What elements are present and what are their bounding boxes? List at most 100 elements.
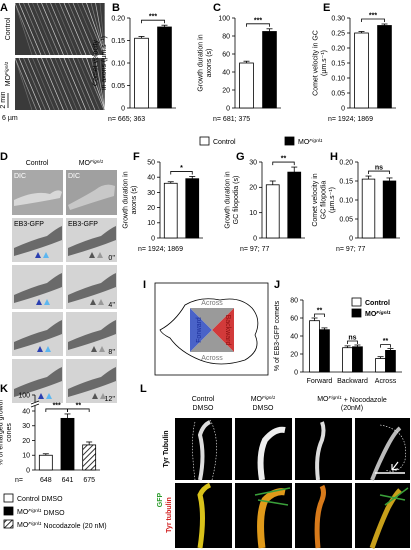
streak [32,57,55,111]
name: DMSO [193,405,215,412]
axon [314,484,326,549]
time-label: 12'' [105,396,115,403]
legend-swatch [3,506,14,516]
arrowhead [44,299,50,305]
name: DMSO [253,405,275,412]
streak [45,2,69,56]
streak [54,57,78,111]
n-value: 641 [62,477,74,484]
streak [23,2,46,56]
bar [354,32,369,109]
y-tick-label: 60 [290,315,298,322]
panel-label: G [236,151,245,163]
legend-label: Control DMSO [17,496,63,503]
significance-bracket [368,170,390,175]
name-sup: Fignl1 [4,61,10,75]
x-tick-label: Forward [307,378,333,385]
arrowhead [38,393,44,399]
significance-label: * [180,165,183,172]
bar [319,329,330,373]
streak [18,2,42,56]
row-label: Tyr tubulin [166,497,173,533]
image-label: EB3-GFP [14,221,44,228]
axon [197,482,212,549]
n-label: n= 1924; 1869 [328,116,373,123]
y-tick-label: 0 [26,467,30,474]
y-tick-label: 0.15 [331,60,345,67]
name-sup: Fignl1 [28,521,42,527]
name-rest: + Nocodazole [342,397,387,404]
streak [95,57,106,111]
bar [38,454,53,471]
streak [41,57,64,111]
y-tick-label: 0.10 [339,197,353,204]
image-label: DIC [68,173,80,180]
bar [82,444,97,471]
arrowhead [89,252,95,258]
legend-swatch [351,308,362,318]
n-value: 648 [40,477,52,484]
image-label: DIC [14,173,26,180]
name-sup: Fignl1 [90,159,104,165]
y-tick-label: 0.05 [339,216,353,223]
axon [197,420,211,481]
streak [50,57,73,111]
bar [163,182,178,239]
y-axis-label: Growth duration in [198,34,205,91]
name: MO [317,396,329,403]
n-label: n= [15,477,23,484]
across-zone [190,308,234,330]
cell-shape [14,320,62,350]
streak [68,57,91,111]
streak [104,57,106,111]
n-label: n= 681; 375 [213,116,250,123]
time-label: 8'' [108,349,115,356]
y-tick-label: 0 [226,105,230,112]
y-tick-label: 40 [290,333,298,340]
panel-label: F [133,151,140,163]
column-header: MOFignl1 [79,159,104,167]
n-label: n= 97; 77 [240,246,269,253]
name: Control [213,139,236,146]
streak [86,57,106,111]
y-axis-label: % of EB3-GFP comets [274,300,281,371]
y-axis-label: Comet velocity [93,40,100,86]
streak [18,57,42,111]
significance-label: ns [375,165,383,172]
y-tick-label: 60 [222,51,230,58]
streak [63,2,87,56]
bar [239,62,254,109]
arrowhead [37,346,43,352]
y-tick-label: 0.20 [111,15,125,22]
significance-bracket [380,344,391,348]
streak [54,2,78,56]
legend-label: Control [213,139,236,146]
time-label: 4'' [108,302,115,309]
name: MO [79,160,91,167]
bar [287,171,302,239]
tubulin-image [355,418,410,480]
streak [90,2,106,56]
kymograph-streaks [14,2,106,111]
time-label: 0'' [108,255,115,262]
arrowhead [91,346,97,352]
cell-shape [68,367,116,397]
name: Control [5,17,12,40]
axon [257,488,286,549]
significance-bracket [272,161,295,166]
name-rest: Nocodazole (20 nM) [42,523,107,530]
cell-shape [14,367,62,397]
significance-label: *** [149,14,157,21]
outline [379,424,407,472]
streak [36,57,60,111]
y-tick-label: 30 [249,159,257,166]
legend-swatch [351,297,362,307]
streak [81,57,105,111]
arrowhead [100,393,106,399]
streak [36,2,60,56]
bar [361,178,376,239]
bar [352,346,363,373]
streak [50,2,73,56]
streak [14,2,33,56]
bar [60,417,75,471]
